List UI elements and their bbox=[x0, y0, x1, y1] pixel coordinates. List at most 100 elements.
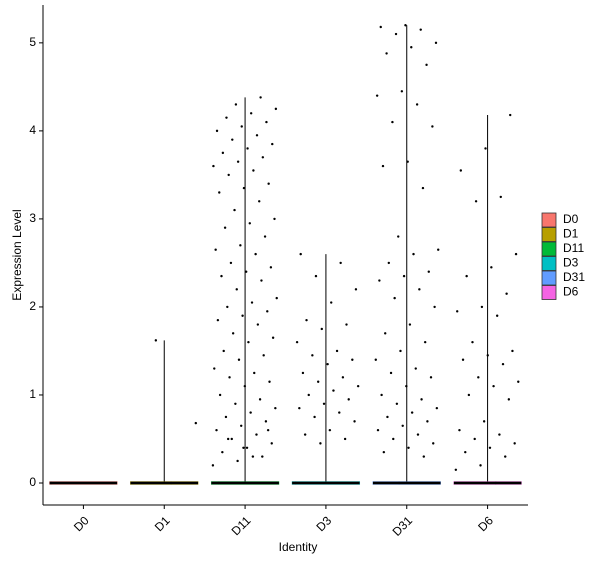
violin-base bbox=[372, 481, 441, 485]
point bbox=[332, 389, 335, 392]
point bbox=[420, 398, 423, 401]
point bbox=[236, 160, 240, 163]
point bbox=[345, 323, 348, 326]
point bbox=[437, 248, 440, 251]
legend-swatch bbox=[541, 241, 557, 257]
violin-base bbox=[291, 481, 361, 485]
point bbox=[395, 402, 399, 405]
point bbox=[268, 380, 271, 383]
point bbox=[347, 398, 350, 401]
point bbox=[422, 455, 426, 458]
point bbox=[414, 367, 417, 370]
y-tick-label: 4 bbox=[29, 123, 36, 137]
point bbox=[261, 455, 264, 458]
point bbox=[270, 442, 273, 445]
point bbox=[407, 446, 410, 449]
point bbox=[471, 340, 474, 344]
point bbox=[266, 428, 270, 432]
point bbox=[387, 261, 391, 265]
point bbox=[319, 442, 322, 445]
point bbox=[234, 402, 237, 405]
legend-swatch bbox=[541, 285, 557, 300]
point bbox=[236, 459, 239, 463]
point bbox=[421, 186, 425, 190]
point bbox=[217, 481, 220, 485]
point bbox=[419, 28, 422, 31]
point bbox=[378, 279, 381, 282]
point bbox=[412, 252, 415, 256]
point bbox=[351, 358, 354, 361]
point bbox=[394, 32, 398, 36]
point bbox=[385, 52, 388, 55]
point bbox=[488, 446, 492, 449]
point bbox=[433, 305, 436, 309]
point bbox=[480, 305, 484, 309]
point bbox=[169, 481, 173, 485]
point bbox=[434, 41, 438, 45]
point bbox=[218, 393, 222, 397]
point bbox=[313, 415, 316, 419]
point bbox=[226, 437, 230, 441]
y-axis-title: Expression Level bbox=[10, 209, 24, 300]
point bbox=[499, 195, 502, 199]
point bbox=[389, 371, 393, 375]
point bbox=[299, 252, 302, 256]
point bbox=[459, 169, 463, 172]
point bbox=[259, 96, 262, 99]
point bbox=[509, 113, 512, 117]
point bbox=[397, 235, 400, 238]
point bbox=[298, 406, 301, 410]
violin-base bbox=[453, 481, 522, 485]
point bbox=[242, 186, 246, 190]
point bbox=[218, 191, 221, 194]
point bbox=[410, 46, 413, 49]
point bbox=[229, 261, 233, 265]
point bbox=[494, 481, 498, 485]
point bbox=[253, 371, 256, 375]
point bbox=[399, 349, 402, 353]
point bbox=[381, 164, 385, 168]
point bbox=[258, 398, 262, 401]
point bbox=[216, 318, 220, 322]
point bbox=[356, 384, 360, 388]
x-tick-label: D31 bbox=[390, 513, 416, 539]
point bbox=[405, 384, 408, 388]
point bbox=[227, 173, 230, 177]
legend-label: D11 bbox=[563, 241, 584, 255]
y-tick-label: 3 bbox=[29, 211, 36, 225]
violin-base bbox=[210, 481, 280, 485]
point bbox=[375, 94, 379, 97]
point bbox=[392, 437, 395, 441]
point bbox=[261, 156, 265, 159]
point bbox=[380, 393, 383, 397]
point bbox=[382, 450, 386, 454]
point bbox=[274, 107, 278, 111]
y-tick-label: 2 bbox=[29, 299, 36, 313]
point bbox=[243, 384, 247, 388]
point bbox=[273, 217, 276, 221]
point bbox=[246, 147, 249, 150]
point bbox=[391, 120, 394, 124]
point bbox=[250, 301, 254, 304]
point bbox=[245, 446, 249, 449]
legend-swatch bbox=[541, 270, 557, 286]
point bbox=[254, 252, 257, 256]
point bbox=[271, 336, 275, 339]
point bbox=[397, 481, 401, 485]
point bbox=[423, 340, 427, 344]
point bbox=[307, 393, 310, 397]
x-axis-title: Identity bbox=[279, 540, 318, 554]
point bbox=[215, 129, 219, 133]
point bbox=[251, 455, 255, 458]
point bbox=[316, 380, 320, 383]
x-tick-label: D3 bbox=[314, 513, 335, 534]
point bbox=[504, 455, 507, 458]
point bbox=[513, 442, 516, 445]
point bbox=[224, 415, 228, 419]
point bbox=[266, 310, 269, 313]
legend-label: D3 bbox=[563, 256, 579, 270]
point bbox=[222, 349, 225, 353]
point bbox=[479, 464, 482, 467]
point bbox=[393, 296, 396, 300]
point bbox=[435, 406, 439, 410]
